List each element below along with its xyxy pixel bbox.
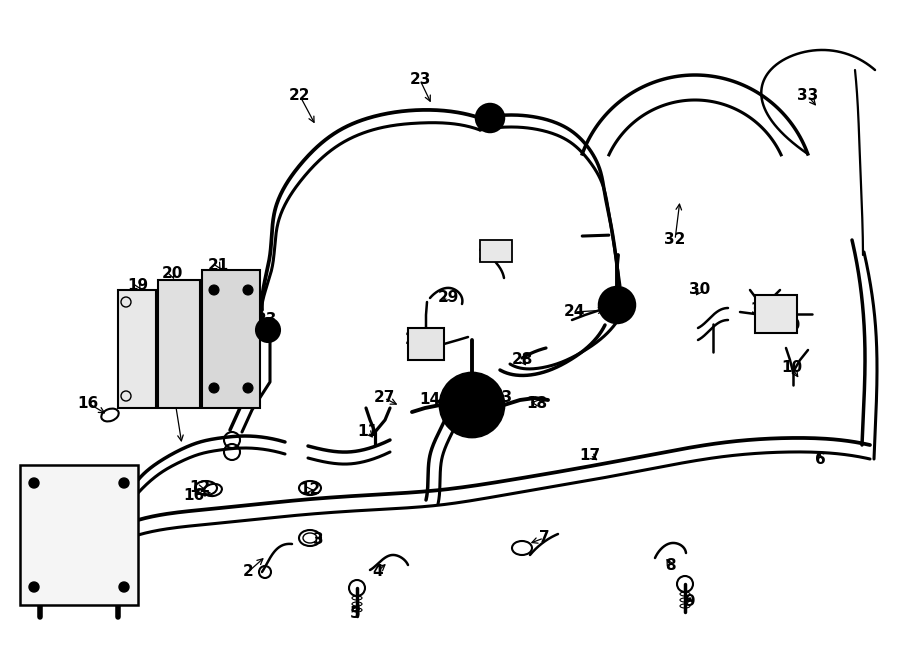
Circle shape bbox=[119, 582, 129, 592]
Text: 10: 10 bbox=[781, 360, 803, 375]
Text: 25: 25 bbox=[477, 249, 499, 264]
Circle shape bbox=[29, 478, 39, 488]
Circle shape bbox=[599, 287, 635, 323]
Text: 23: 23 bbox=[256, 311, 276, 327]
Text: 9: 9 bbox=[685, 594, 696, 609]
Text: 13: 13 bbox=[491, 389, 513, 405]
Text: 17: 17 bbox=[580, 447, 600, 463]
Text: 27: 27 bbox=[374, 391, 395, 405]
Circle shape bbox=[452, 385, 492, 425]
Text: 30: 30 bbox=[689, 282, 711, 297]
Bar bbox=[408, 328, 444, 360]
Text: 23: 23 bbox=[410, 73, 431, 87]
Text: 11: 11 bbox=[357, 424, 379, 440]
Circle shape bbox=[29, 582, 39, 592]
Text: 31: 31 bbox=[752, 303, 772, 317]
Bar bbox=[480, 240, 512, 262]
Circle shape bbox=[209, 285, 219, 295]
Text: 15: 15 bbox=[161, 375, 183, 389]
Bar bbox=[202, 270, 260, 408]
Text: 4: 4 bbox=[373, 563, 383, 578]
Text: 16: 16 bbox=[77, 395, 99, 410]
Circle shape bbox=[464, 397, 480, 413]
Text: 21: 21 bbox=[207, 258, 229, 272]
Text: 19: 19 bbox=[128, 278, 148, 293]
Text: 1: 1 bbox=[63, 590, 73, 605]
Text: 24: 24 bbox=[563, 305, 585, 319]
Circle shape bbox=[243, 383, 253, 393]
Text: 16: 16 bbox=[184, 488, 204, 502]
Circle shape bbox=[440, 373, 504, 437]
Text: 32: 32 bbox=[664, 233, 686, 247]
Bar bbox=[755, 295, 797, 333]
Bar bbox=[20, 465, 138, 605]
Text: 12: 12 bbox=[189, 481, 211, 496]
Text: 33: 33 bbox=[797, 89, 819, 104]
Text: 5: 5 bbox=[350, 607, 360, 621]
Text: 3: 3 bbox=[312, 533, 323, 547]
Circle shape bbox=[256, 318, 280, 342]
Text: 8: 8 bbox=[665, 557, 675, 572]
Text: 6: 6 bbox=[814, 453, 825, 467]
Text: 30: 30 bbox=[779, 319, 801, 334]
Text: 7: 7 bbox=[539, 531, 549, 545]
Text: 12: 12 bbox=[300, 483, 320, 498]
Circle shape bbox=[209, 383, 219, 393]
Text: 18: 18 bbox=[526, 395, 547, 410]
Circle shape bbox=[119, 478, 129, 488]
Text: 20: 20 bbox=[161, 266, 183, 282]
Text: 14: 14 bbox=[419, 393, 441, 407]
Bar bbox=[118, 290, 156, 408]
Text: 28: 28 bbox=[511, 352, 533, 368]
Bar bbox=[158, 280, 200, 408]
Text: 29: 29 bbox=[437, 290, 459, 305]
Text: 22: 22 bbox=[289, 89, 310, 104]
Circle shape bbox=[476, 104, 504, 132]
Text: 26: 26 bbox=[405, 332, 427, 348]
Text: 2: 2 bbox=[243, 564, 254, 580]
Circle shape bbox=[243, 285, 253, 295]
